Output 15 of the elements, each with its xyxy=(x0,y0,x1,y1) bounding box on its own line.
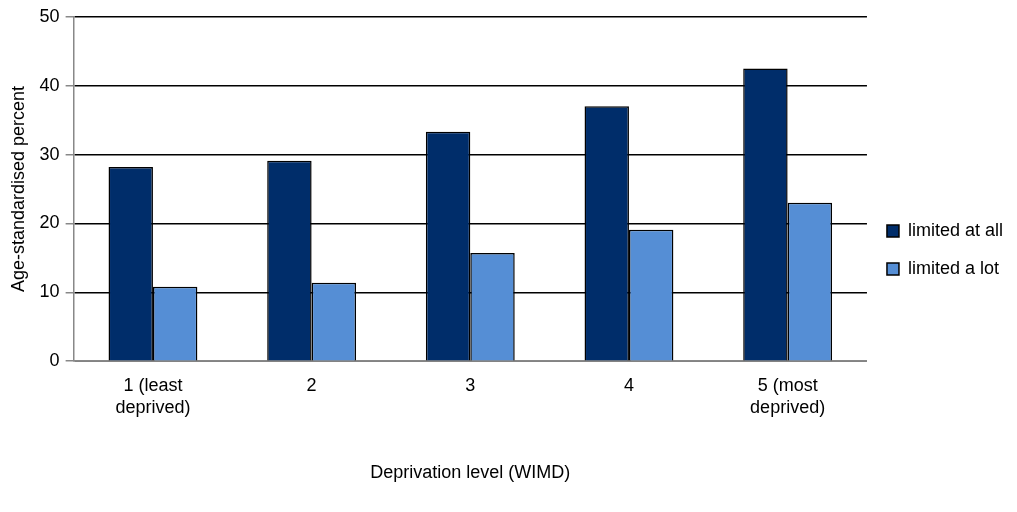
y-tick-label: 20 xyxy=(39,212,60,233)
x-tick-label: 4 xyxy=(623,374,634,395)
x-axis-title: Deprivation level (WIMD) xyxy=(370,462,571,483)
x-tick-label: 3 xyxy=(465,374,476,395)
x-tick-label: 1 (least deprived) xyxy=(115,374,191,417)
legend-label: limited at all xyxy=(907,219,1004,240)
y-tick-label: 50 xyxy=(39,5,60,26)
y-tick-label: 10 xyxy=(39,281,60,302)
y-tick-label: 40 xyxy=(39,74,60,95)
y-axis-title: Age-standardised percent xyxy=(7,85,28,293)
y-tick-label: 30 xyxy=(39,143,60,164)
y-tick-label: 0 xyxy=(49,350,60,371)
legend-label: limited a lot xyxy=(907,257,1000,278)
x-tick-label: 2 xyxy=(306,374,317,395)
x-tick-label: 5 (most deprived) xyxy=(750,374,826,417)
